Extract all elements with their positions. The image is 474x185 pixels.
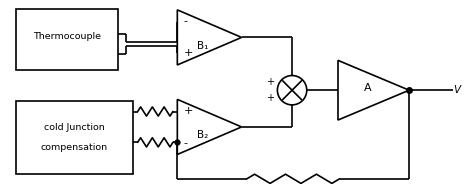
Text: +: + [266,77,273,87]
Text: +: + [266,93,273,103]
Text: +: + [183,106,192,116]
Bar [16,9,118,70]
Text: compensation: compensation [41,143,108,152]
Text: Thermocouple: Thermocouple [33,32,100,41]
Text: +: + [183,48,192,58]
Text: B₁: B₁ [197,41,209,51]
Text: -: - [183,138,187,148]
Text: -: - [183,16,187,26]
Text: V: V [454,85,461,95]
Text: A: A [364,83,372,93]
Bar [16,101,133,174]
Text: cold Junction: cold Junction [44,123,105,132]
Text: B₂: B₂ [197,130,209,140]
